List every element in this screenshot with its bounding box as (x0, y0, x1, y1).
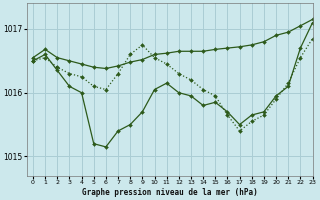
X-axis label: Graphe pression niveau de la mer (hPa): Graphe pression niveau de la mer (hPa) (82, 188, 258, 197)
